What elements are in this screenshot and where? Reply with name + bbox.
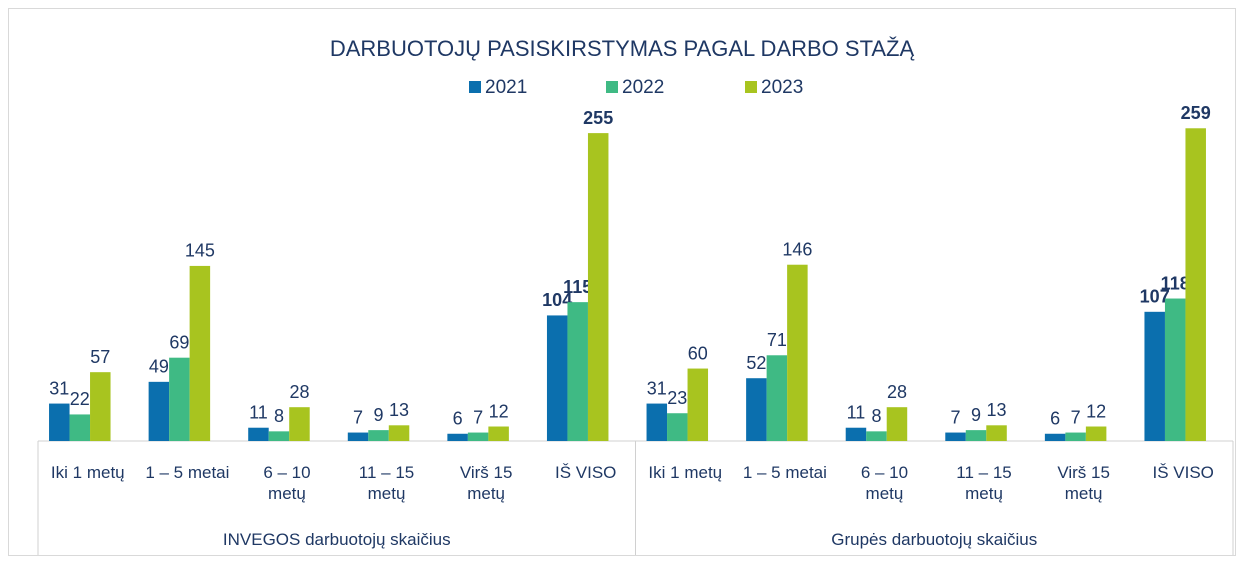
data-label: 9 <box>374 405 384 425</box>
bar <box>388 425 410 441</box>
x-tick-label: Iki 1 metų <box>50 463 125 482</box>
x-tick-label: Virš 15 metų <box>459 463 513 503</box>
bar <box>746 378 767 441</box>
legend-label: 2023 <box>761 77 803 98</box>
bar <box>467 432 489 441</box>
x-tick-label: Virš 15 metų <box>1057 463 1110 503</box>
data-label: 118 <box>1161 273 1190 293</box>
data-label: 11 <box>249 402 268 422</box>
bar <box>1144 311 1165 441</box>
x-tick-label: 11 – 15 metų <box>358 463 415 503</box>
bar <box>587 133 609 441</box>
data-label: 104 <box>542 290 572 310</box>
bar <box>845 427 867 441</box>
data-label: 6 <box>453 409 463 429</box>
data-label: 71 <box>767 330 787 350</box>
group-label: INVEGOS darbuotojų skaičius <box>222 530 451 549</box>
data-label: 12 <box>1086 401 1106 421</box>
group-label: Grupės darbuotojų skaičius <box>831 530 1038 549</box>
data-label: 7 <box>473 407 483 427</box>
legend-swatch <box>469 81 481 93</box>
data-label: 8 <box>274 406 284 426</box>
x-tick-label: Iki 1 metų <box>648 463 723 482</box>
bar <box>368 430 389 441</box>
data-label: 69 <box>169 332 189 352</box>
bar <box>248 427 269 441</box>
data-label: 13 <box>389 400 409 420</box>
bar <box>787 264 808 441</box>
bar <box>347 432 369 441</box>
data-label: 49 <box>149 357 169 377</box>
bar <box>965 430 987 441</box>
data-label: 12 <box>489 401 509 421</box>
bar <box>488 426 509 441</box>
bar <box>546 315 568 441</box>
bar <box>148 381 170 441</box>
bar <box>1044 433 1066 441</box>
bar <box>268 431 290 441</box>
x-tick-label: 6 – 10 metų <box>263 463 311 503</box>
legend-label: 2022 <box>622 77 664 98</box>
data-label: 28 <box>887 382 907 402</box>
bar <box>447 433 468 441</box>
bar <box>646 403 668 441</box>
data-label: 11 <box>847 402 866 422</box>
bar <box>567 302 588 441</box>
bar <box>169 357 190 441</box>
bar <box>945 432 966 441</box>
data-label: 107 <box>1140 287 1170 307</box>
x-tick-label: IŠ VISO <box>554 463 617 482</box>
bar <box>1085 426 1107 441</box>
data-label: 31 <box>647 378 667 398</box>
bar <box>1164 298 1186 441</box>
x-tick-label: 11 – 15 metų <box>956 463 1012 503</box>
chart-title: DARBUOTOJŲ PASISKIRSTYMAS PAGAL DARBO ST… <box>330 36 915 61</box>
bar <box>289 407 310 441</box>
x-tick-label: 1 – 5 metai <box>145 463 230 482</box>
data-label: 7 <box>951 407 961 427</box>
data-label: 60 <box>688 343 708 363</box>
bar <box>986 425 1007 441</box>
bar <box>886 407 908 441</box>
data-label: 23 <box>667 388 687 408</box>
data-label: 52 <box>746 353 766 373</box>
chart-border <box>8 8 1236 556</box>
bar <box>90 372 111 441</box>
data-label: 259 <box>1181 103 1211 123</box>
bar <box>1185 128 1206 441</box>
bar <box>687 368 709 441</box>
bar <box>766 355 788 441</box>
data-label: 22 <box>70 389 90 409</box>
data-label: 6 <box>1050 409 1060 429</box>
bar <box>1065 432 1086 441</box>
x-tick-label: 6 – 10 metų <box>860 463 909 503</box>
data-label: 57 <box>90 347 110 367</box>
data-label: 255 <box>583 108 613 128</box>
bar <box>667 413 688 441</box>
bar <box>69 414 91 441</box>
data-label: 146 <box>782 239 812 259</box>
x-tick-label: 1 – 5 metai <box>742 463 827 482</box>
data-label: 115 <box>563 277 592 297</box>
data-label: 7 <box>353 407 363 427</box>
data-label: 8 <box>871 406 881 426</box>
data-label: 28 <box>289 382 309 402</box>
legend-swatch <box>745 81 757 93</box>
bar <box>189 265 211 441</box>
data-label: 9 <box>971 405 981 425</box>
x-tick-label: IŠ VISO <box>1152 463 1214 482</box>
bar <box>866 431 887 441</box>
legend-swatch <box>606 81 618 93</box>
bar <box>49 403 70 441</box>
legend-label: 2021 <box>485 77 527 98</box>
data-label: 13 <box>987 400 1007 420</box>
data-label: 145 <box>185 241 215 261</box>
data-label: 7 <box>1071 407 1081 427</box>
data-label: 31 <box>49 378 69 398</box>
